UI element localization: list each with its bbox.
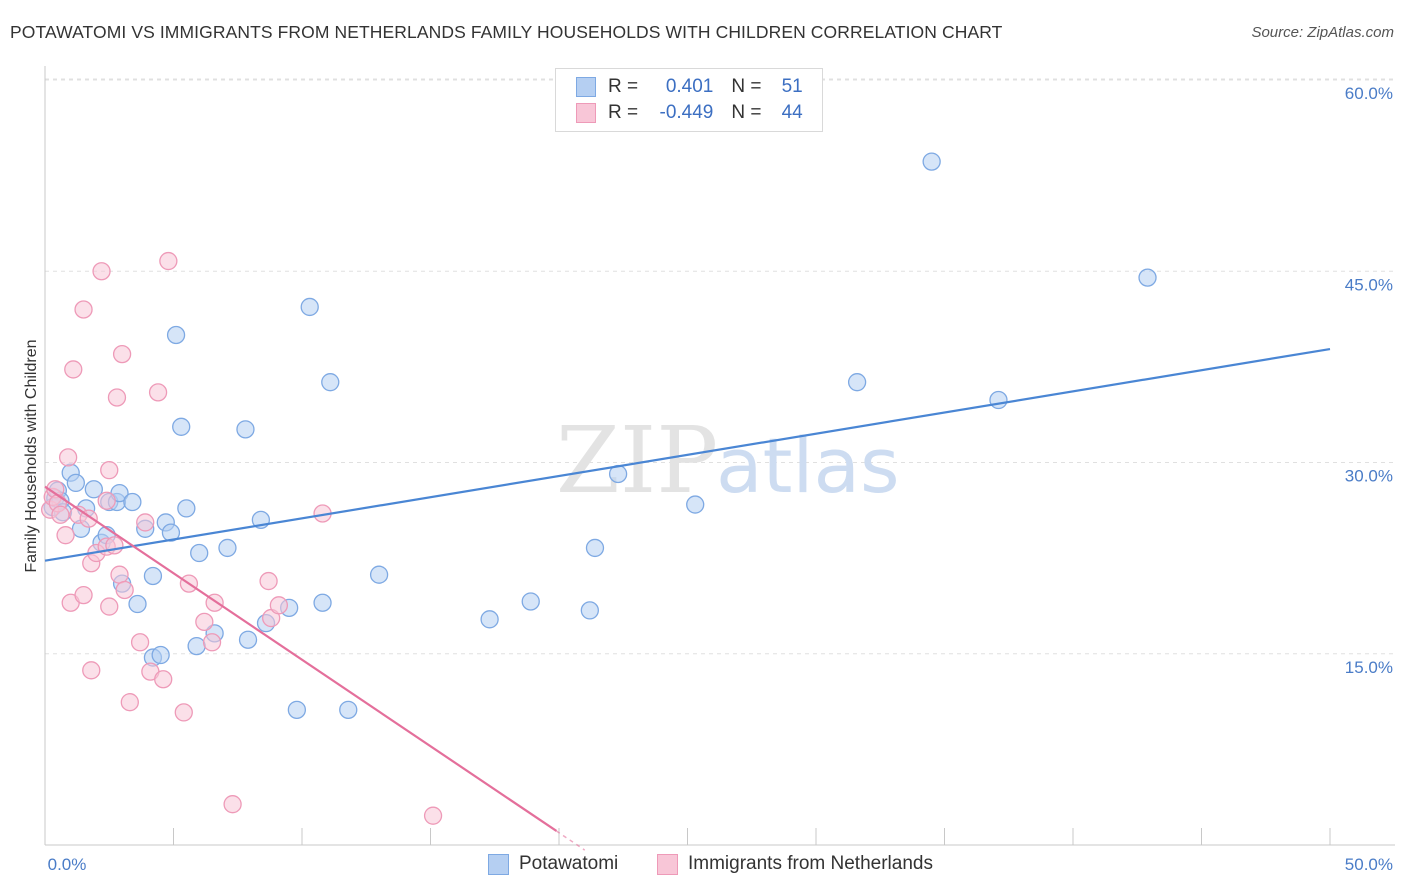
point-netherlands (223, 795, 242, 814)
point-netherlands (107, 388, 127, 407)
trend-line-netherlands-extension (556, 830, 586, 851)
point-netherlands (120, 693, 139, 712)
point-potawatomi (989, 390, 1008, 410)
legend-swatch-potawatomi (576, 77, 596, 97)
point-netherlands (74, 585, 93, 605)
trend-line-potawatomi (44, 347, 1331, 562)
legend-n-value-potawatomi: 51 (781, 76, 803, 97)
bottom-legend-label-potawatomi: Potawatomi (519, 853, 619, 874)
point-potawatomi (369, 565, 389, 584)
point-netherlands (423, 806, 443, 825)
point-potawatomi (236, 420, 255, 439)
point-netherlands (74, 300, 93, 319)
point-potawatomi (922, 152, 941, 171)
point-netherlands (100, 597, 119, 616)
point-netherlands (174, 703, 193, 722)
y-tick-label: 45.0% (1345, 275, 1393, 294)
point-potawatomi (1138, 268, 1157, 287)
trend-lines (44, 347, 1331, 851)
point-netherlands (202, 633, 222, 652)
legend-swatch-netherlands (576, 103, 596, 123)
axes (44, 66, 1395, 846)
legend-row-potawatomi: R = 0.401 N = 51 (576, 75, 803, 99)
point-potawatomi (480, 610, 499, 629)
point-potawatomi (313, 593, 332, 612)
chart-title: POTAWATOMI VS IMMIGRANTS FROM NETHERLAND… (10, 22, 1003, 42)
x-tick-label: 0.0% (48, 855, 87, 874)
point-netherlands (112, 344, 132, 364)
point-netherlands (136, 513, 155, 532)
point-netherlands (195, 612, 214, 632)
legend-row-netherlands: R = -0.449 N = 44 (576, 101, 803, 125)
point-potawatomi (321, 373, 340, 392)
point-netherlands (92, 262, 111, 281)
trend-line-netherlands (44, 485, 558, 832)
point-netherlands (259, 571, 278, 591)
stats-legend: R = 0.401 N = 51 R = -0.449 N = 44 (555, 68, 823, 132)
point-potawatomi (187, 636, 206, 656)
point-potawatomi (521, 592, 540, 611)
point-netherlands (51, 505, 70, 524)
point-potawatomi (686, 495, 705, 514)
x-tick-label: 50.0% (1345, 855, 1393, 874)
tick-labels: 15.0% 30.0% 45.0% 60.0% 0.0% 50.0% (48, 84, 1393, 874)
point-potawatomi (580, 601, 599, 620)
legend-n-label: N = (731, 76, 767, 97)
point-netherlands (64, 360, 83, 379)
bottom-legend-potawatomi: Potawatomi (488, 852, 618, 876)
point-potawatomi (585, 538, 605, 558)
point-potawatomi (128, 594, 147, 614)
point-potawatomi (218, 538, 237, 558)
point-potawatomi (151, 645, 170, 665)
point-netherlands (154, 670, 173, 689)
point-potawatomi (84, 480, 103, 499)
point-netherlands (159, 251, 178, 271)
watermark-zip: ZIP (556, 407, 718, 514)
point-potawatomi (847, 373, 867, 392)
point-netherlands (269, 596, 289, 615)
point-potawatomi (143, 566, 163, 586)
point-potawatomi (66, 473, 85, 493)
point-netherlands (115, 580, 134, 600)
bottom-legend-label-netherlands: Immigrants from Netherlands (688, 853, 933, 874)
legend-r-label: R = (608, 102, 644, 123)
legend-r-value-netherlands: -0.449 (659, 102, 714, 123)
point-potawatomi (177, 499, 196, 518)
bottom-legend-netherlands: Immigrants from Netherlands (657, 852, 933, 876)
point-potawatomi (172, 417, 191, 436)
point-potawatomi (166, 325, 186, 345)
legend-n-value-netherlands: 44 (781, 102, 803, 123)
point-netherlands (97, 491, 116, 510)
point-netherlands (58, 448, 78, 467)
point-potawatomi (339, 700, 358, 719)
y-tick-label: 30.0% (1345, 467, 1393, 486)
legend-r-value-potawatomi: 0.401 (665, 76, 714, 97)
point-potawatomi (287, 700, 307, 719)
point-netherlands (56, 526, 75, 545)
point-potawatomi (161, 523, 181, 542)
grid-lines (45, 78, 1395, 655)
point-netherlands (100, 460, 119, 480)
y-axis-label: Family Households with Children (23, 340, 40, 573)
y-tick-label: 15.0% (1345, 658, 1393, 677)
y-tick-label: 60.0% (1345, 84, 1393, 103)
legend-n-label: N = (731, 102, 767, 123)
point-potawatomi (123, 492, 142, 512)
point-netherlands (82, 661, 101, 680)
watermark: ZIP atlas (556, 407, 900, 514)
point-netherlands (148, 383, 168, 402)
bottom-legend-swatch-potawatomi (488, 853, 509, 875)
source-label: Source: ZipAtlas.com (1251, 24, 1394, 41)
bottom-legend-swatch-netherlands (657, 853, 678, 875)
point-netherlands (130, 633, 150, 652)
point-potawatomi (300, 297, 319, 317)
point-netherlands (110, 565, 129, 584)
point-potawatomi (238, 630, 258, 649)
legend-r-label: R = (608, 76, 644, 97)
point-potawatomi (190, 543, 209, 563)
